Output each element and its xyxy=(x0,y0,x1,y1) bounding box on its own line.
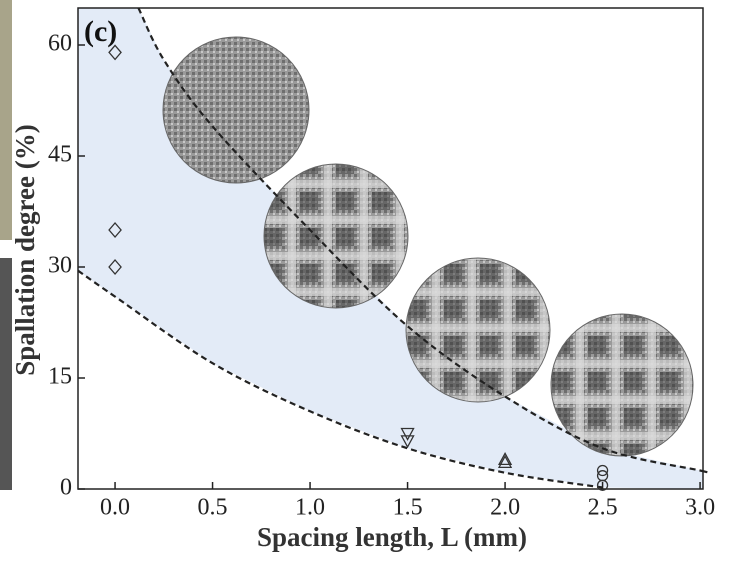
y-tick-label: 0 xyxy=(60,475,72,501)
panel-label: (c) xyxy=(84,15,117,48)
x-tick-label: 0.0 xyxy=(100,495,130,521)
x-tick-label: 0.5 xyxy=(198,495,228,521)
micrograph xyxy=(264,164,408,308)
x-tick-label: 3.0 xyxy=(685,495,715,521)
x-tick-label: 2.0 xyxy=(490,495,520,521)
page: {"chart_data": { "type": "scatter", "ann… xyxy=(0,0,733,563)
y-axis-label: Spallation degree (%) xyxy=(10,124,40,376)
micrograph xyxy=(406,258,550,402)
micrograph xyxy=(551,314,693,456)
x-axis-label: Spacing length, L (mm) xyxy=(257,522,527,552)
y-tick-label: 15 xyxy=(48,364,72,390)
x-tick-label: 1.5 xyxy=(393,495,423,521)
x-tick-label: 2.5 xyxy=(588,495,618,521)
chart: 0.0 0.5 1.0 1.5 2.0 2.5 3.0 0 15 30 45 60 (c) Spaci… xyxy=(0,0,733,563)
x-tick-label: 1.0 xyxy=(295,495,325,521)
micrograph xyxy=(163,37,309,183)
y-tick-label: 60 xyxy=(48,31,72,57)
y-tick-label: 45 xyxy=(48,142,72,168)
y-tick-label: 30 xyxy=(48,253,72,279)
